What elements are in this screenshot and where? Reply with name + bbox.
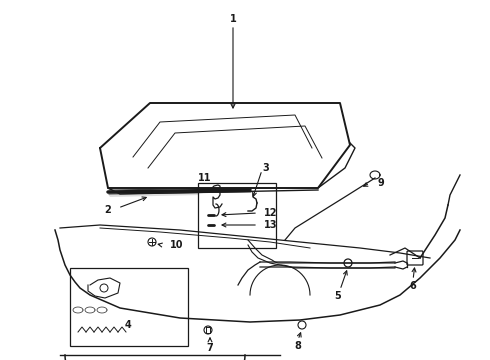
Bar [198, 183, 276, 248]
Text: 8: 8 [294, 341, 301, 351]
Text: 6: 6 [410, 281, 416, 291]
Text: 11: 11 [198, 173, 212, 183]
Bar [70, 268, 188, 346]
Text: 2: 2 [105, 205, 111, 215]
Text: 10: 10 [170, 240, 183, 250]
Text: 1: 1 [230, 14, 236, 24]
Text: 3: 3 [263, 163, 270, 173]
Text: 12: 12 [264, 208, 277, 218]
Text: 13: 13 [264, 220, 277, 230]
Text: 9: 9 [378, 178, 385, 188]
Text: 4: 4 [124, 320, 131, 330]
Text: 5: 5 [335, 291, 342, 301]
Polygon shape [106, 190, 252, 197]
Text: 7: 7 [207, 343, 213, 353]
